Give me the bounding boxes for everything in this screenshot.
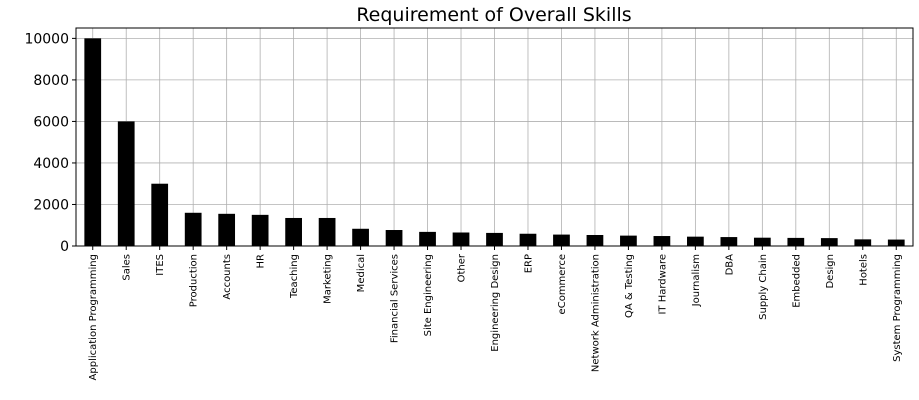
x-tick-label: Engineering Design [490,254,501,352]
bar [720,237,738,246]
x-tick-label: Design [825,254,836,289]
x-tick-label: ERP [523,254,534,273]
x-tick-label: Supply Chain [758,254,769,320]
bar [620,235,637,246]
x-tick-label: Hotels [858,254,869,286]
bar [486,232,503,246]
plot-frame [75,27,914,247]
bar [251,214,269,246]
y-tick-label: 6000 [33,114,69,130]
bar [452,232,470,246]
bar [753,237,771,246]
bar [854,239,872,246]
x-tick-label: Marketing [323,254,334,304]
x-tick-label: System Programming [892,254,903,362]
bar [519,233,537,246]
bar [151,183,169,246]
bar [218,213,236,246]
y-tick-label: 10000 [24,31,69,47]
bar [820,238,838,246]
x-tick-label: Accounts [222,254,233,300]
x-tick-label: QA & Testing [624,254,635,318]
y-tick-label: 8000 [33,73,69,89]
x-tick-label: eCommerce [557,254,568,314]
x-tick-label: Teaching [289,254,300,299]
bar [84,38,102,246]
bar [653,236,671,246]
x-tick-label: Application Programming [88,254,99,380]
y-tick-label: 0 [60,239,69,255]
bar [687,236,704,246]
x-tick-label: Production [189,254,200,307]
x-tick-label: HR [256,254,267,269]
x-tick-label: Site Engineering [423,254,434,336]
x-tick-label: Journalism [691,254,702,307]
bar [117,121,135,246]
x-tick-label: Medical [356,254,367,292]
bar [419,231,436,246]
x-tick-label: Financial Services [390,254,401,343]
x-tick-label: Network Administration [590,254,601,372]
y-tick-label: 4000 [33,156,69,172]
bar [285,217,302,246]
bar [887,239,905,246]
bar [352,228,369,246]
x-tick-label: IT Hardware [657,254,668,315]
x-tick-label: ITES [155,254,166,276]
chart-title: Requirement of Overall Skills [356,4,632,26]
x-tick-label: Embedded [791,254,802,308]
x-tick-label: Other [457,253,468,282]
bar [318,217,336,246]
bar [184,212,202,246]
bar [553,234,570,246]
y-tick-label: 2000 [33,197,69,213]
x-tick-label: DBA [724,254,735,276]
x-tick-label: Sales [122,254,133,281]
bar [385,230,403,246]
bar [586,234,604,246]
bar [787,237,805,246]
